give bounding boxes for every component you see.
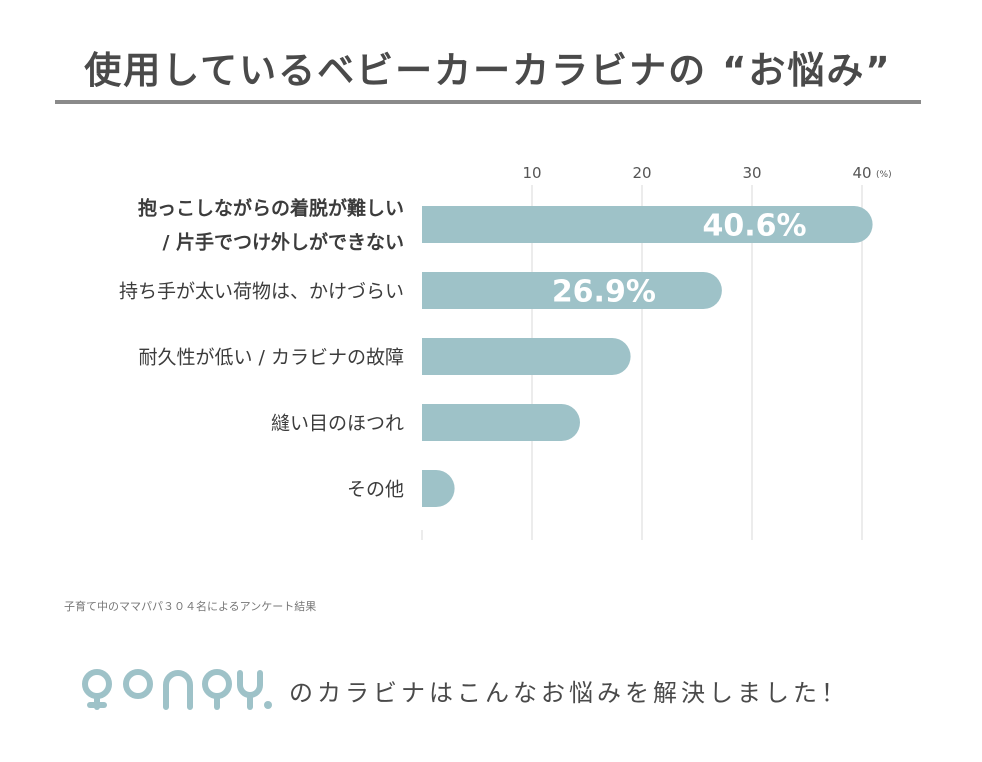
bar <box>422 338 631 375</box>
survey-source-note: 子育て中のママパパ３０４名によるアンケート結果 <box>64 600 317 613</box>
bar <box>422 206 873 243</box>
category-label: その他 <box>347 479 404 501</box>
brand-logo <box>80 665 275 715</box>
x-tick-label: 40 <box>852 164 871 182</box>
title-underline <box>55 100 921 104</box>
bar-value-label: 26.9% <box>552 275 656 310</box>
bar <box>422 272 722 309</box>
footer: のカラビナはこんなお悩みを解決しました！ <box>80 665 849 715</box>
x-tick-label: 10 <box>522 164 541 182</box>
bar <box>422 404 580 441</box>
category-label: 抱っこしながらの着脱が難しい <box>138 197 404 220</box>
x-tick-label: 20 <box>632 164 651 182</box>
x-tick-label: 30 <box>742 164 761 182</box>
x-axis-unit: (%) <box>876 170 892 180</box>
category-label: 耐久性が低い / カラビナの故障 <box>139 347 404 369</box>
chart-title: 使用しているベビーカーカラビナの “お悩み” <box>84 49 892 92</box>
category-label: 縫い目のほつれ <box>271 413 404 435</box>
category-label: / 片手でつけ外しができない <box>162 231 404 254</box>
bar-value-label: 40.6% <box>703 209 807 244</box>
category-label: 持ち手が太い荷物は、かけづらい <box>119 281 404 303</box>
bar <box>422 470 455 507</box>
footer-tagline: のカラビナはこんなお悩みを解決しました！ <box>289 678 849 707</box>
bar-chart: 10 20 30 40 (%) 40.6% 抱っこしながらの着脱が難しい / 片手でつけ外しが… <box>119 164 892 540</box>
